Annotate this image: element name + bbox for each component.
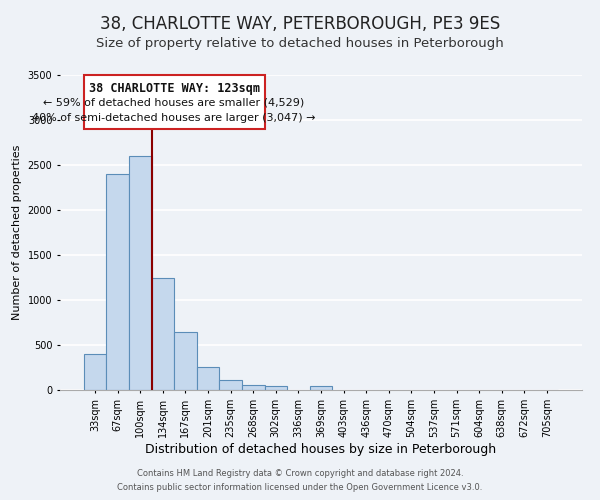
Bar: [310, 386, 332, 390]
Y-axis label: Number of detached properties: Number of detached properties: [12, 145, 22, 320]
Text: 38 CHARLOTTE WAY: 123sqm: 38 CHARLOTTE WAY: 123sqm: [89, 82, 260, 95]
Bar: [106, 174, 129, 390]
Bar: [152, 278, 174, 390]
Text: ← 59% of detached houses are smaller (4,529): ← 59% of detached houses are smaller (4,…: [43, 98, 305, 108]
Text: Contains public sector information licensed under the Open Government Licence v3: Contains public sector information licen…: [118, 484, 482, 492]
Bar: [174, 332, 197, 390]
Bar: [84, 75, 265, 129]
Bar: [265, 386, 287, 390]
Bar: [242, 384, 265, 390]
Text: Size of property relative to detached houses in Peterborough: Size of property relative to detached ho…: [96, 38, 504, 51]
Bar: [84, 354, 106, 390]
Text: Contains HM Land Registry data © Crown copyright and database right 2024.: Contains HM Land Registry data © Crown c…: [137, 468, 463, 477]
Bar: [129, 156, 152, 390]
Text: 40% of semi-detached houses are larger (3,047) →: 40% of semi-detached houses are larger (…: [32, 113, 316, 123]
X-axis label: Distribution of detached houses by size in Peterborough: Distribution of detached houses by size …: [145, 442, 497, 456]
Bar: [220, 380, 242, 390]
Bar: [197, 366, 220, 390]
Text: 38, CHARLOTTE WAY, PETERBOROUGH, PE3 9ES: 38, CHARLOTTE WAY, PETERBOROUGH, PE3 9ES: [100, 15, 500, 33]
